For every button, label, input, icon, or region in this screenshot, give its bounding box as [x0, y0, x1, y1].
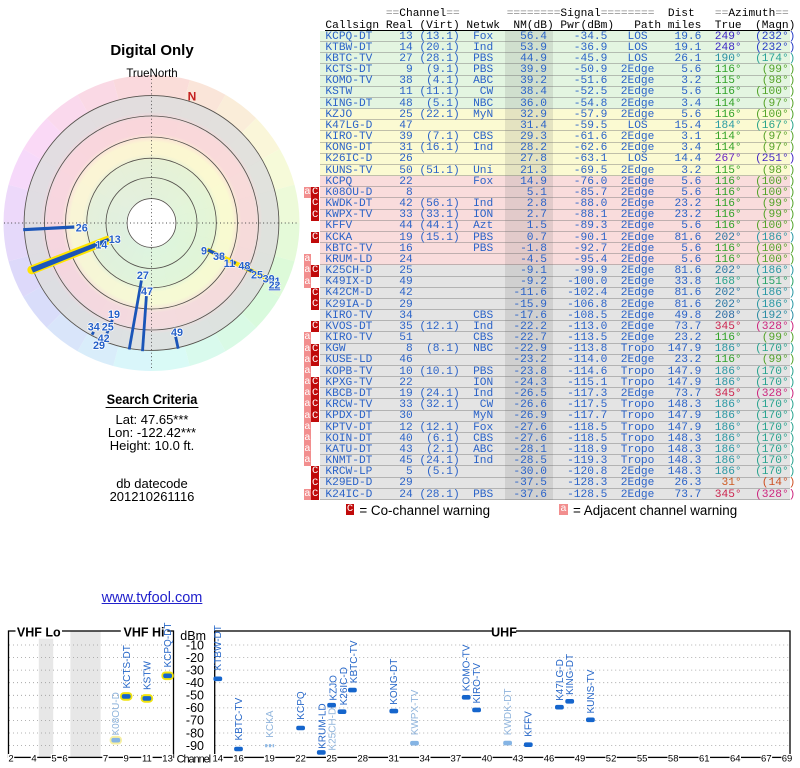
svg-text:16: 16	[233, 753, 244, 764]
svg-text:25: 25	[102, 321, 114, 333]
svg-text:11: 11	[142, 753, 152, 764]
svg-text:-20: -20	[186, 651, 204, 665]
svg-text:-30: -30	[186, 663, 204, 677]
svg-text:KUNS-TV: KUNS-TV	[586, 669, 597, 713]
svg-text:KZJO: KZJO	[329, 675, 340, 701]
svg-text:5: 5	[51, 753, 56, 764]
svg-text:dBm: dBm	[180, 629, 206, 643]
svg-text:69: 69	[782, 753, 793, 764]
svg-text:14: 14	[95, 239, 107, 251]
svg-text:11: 11	[224, 258, 235, 270]
svg-text:-60: -60	[186, 701, 204, 715]
svg-text:KWPX-TV: KWPX-TV	[410, 689, 421, 735]
svg-text:52: 52	[606, 753, 617, 764]
svg-text:27: 27	[137, 270, 149, 282]
svg-text:-80: -80	[186, 726, 204, 740]
svg-text:31: 31	[388, 753, 399, 764]
svg-text:67: 67	[761, 753, 772, 764]
svg-text:N: N	[188, 89, 197, 103]
svg-text:64: 64	[730, 753, 741, 764]
svg-text:KIRO-TV: KIRO-TV	[472, 663, 483, 704]
svg-text:K08OU-D: K08OU-D	[111, 692, 122, 735]
svg-text:KBTC-TV: KBTC-TV	[349, 640, 360, 683]
svg-text:13: 13	[162, 753, 173, 764]
svg-text:26: 26	[76, 222, 88, 234]
svg-text:K47LG-D: K47LG-D	[555, 659, 566, 701]
svg-text:KCPQ-DT: KCPQ-DT	[163, 623, 174, 668]
svg-text:KWDK-DT: KWDK-DT	[503, 689, 514, 736]
svg-text:42: 42	[98, 333, 110, 345]
svg-text:2: 2	[8, 753, 13, 764]
svg-text:14: 14	[213, 753, 224, 764]
svg-text:22: 22	[295, 753, 306, 764]
svg-text:4: 4	[31, 753, 36, 764]
svg-text:-40: -40	[186, 676, 204, 690]
svg-text:34: 34	[420, 753, 431, 764]
svg-text:13: 13	[109, 234, 121, 246]
svg-text:K25CH-D: K25CH-D	[327, 708, 338, 751]
svg-text:61: 61	[699, 753, 710, 764]
svg-text:1: 1	[274, 276, 280, 288]
svg-text:28: 28	[357, 753, 368, 764]
svg-text:48: 48	[238, 261, 250, 273]
svg-text:9: 9	[201, 246, 207, 258]
svg-text:58: 58	[668, 753, 679, 764]
svg-text:KFFV: KFFV	[524, 711, 535, 737]
svg-text:19: 19	[108, 309, 120, 321]
svg-text:37: 37	[451, 753, 462, 764]
svg-text:-70: -70	[186, 714, 204, 728]
svg-text:VHF Hi: VHF Hi	[124, 626, 165, 640]
svg-text:KCKA: KCKA	[265, 710, 276, 738]
svg-text:KRUM-LD: KRUM-LD	[318, 703, 329, 749]
svg-text:25: 25	[326, 753, 337, 764]
svg-text:VHF Lo: VHF Lo	[17, 626, 61, 640]
svg-text:22: 22	[269, 280, 281, 291]
svg-text:19: 19	[264, 753, 275, 764]
svg-text:KING-DT: KING-DT	[565, 654, 576, 695]
svg-text:-50: -50	[186, 689, 204, 703]
svg-text:7: 7	[103, 753, 108, 764]
svg-text:6: 6	[62, 753, 67, 764]
svg-text:KBTC-TV: KBTC-TV	[234, 697, 245, 740]
svg-text:KCPQ: KCPQ	[296, 691, 307, 720]
svg-text:-90: -90	[186, 739, 204, 753]
svg-text:9: 9	[124, 753, 129, 764]
svg-text:KSTW: KSTW	[142, 661, 153, 690]
svg-text:KOMO-TV: KOMO-TV	[462, 644, 473, 691]
svg-text:46: 46	[544, 753, 555, 764]
svg-text:55: 55	[637, 753, 648, 764]
svg-text:Channel: Channel	[177, 753, 212, 765]
svg-text:KTBW-DT: KTBW-DT	[213, 625, 224, 670]
svg-text:KONG-DT: KONG-DT	[389, 659, 400, 705]
svg-text:47: 47	[141, 286, 153, 298]
svg-text:-10: -10	[186, 638, 204, 652]
svg-text:25: 25	[251, 269, 263, 281]
svg-text:40: 40	[482, 753, 493, 764]
svg-text:43: 43	[513, 753, 524, 764]
svg-text:KCTS-DT: KCTS-DT	[122, 645, 133, 688]
svg-text:38: 38	[213, 251, 225, 263]
svg-text:UHF: UHF	[491, 626, 517, 640]
svg-text:34: 34	[88, 321, 100, 333]
svg-text:49: 49	[575, 753, 586, 764]
svg-text:29: 29	[93, 340, 105, 352]
svg-text:49: 49	[171, 327, 183, 339]
svg-text:K26IC-D: K26IC-D	[339, 667, 350, 705]
svg-text:39: 39	[263, 273, 275, 285]
